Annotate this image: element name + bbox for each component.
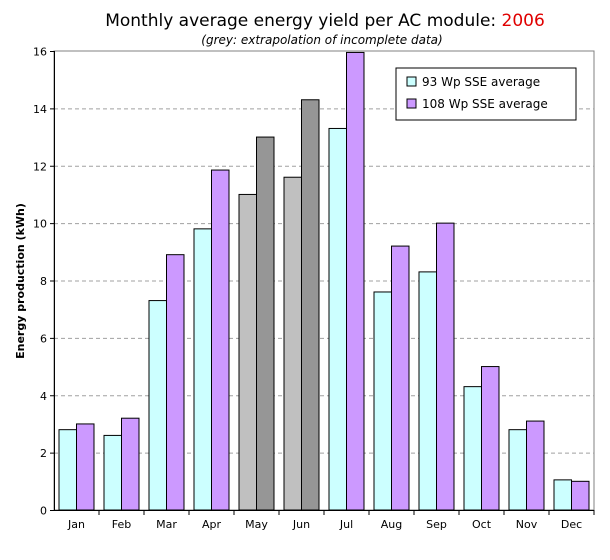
x-tick-label: Sep (426, 518, 447, 531)
chart-subtitle: (grey: extrapolation of incomplete data) (201, 33, 442, 47)
x-tick-label: Apr (202, 518, 222, 531)
y-tick-label: 14 (33, 103, 47, 116)
plot-area: 0 2 4 6 8 10 12 14 16 Jan Feb Mar Apr May Jun Jul Aug Sep… (33, 46, 595, 531)
bar-sep-series-1 (418, 271, 437, 511)
bar-nov-series-1 (508, 429, 527, 511)
bar-may-series-1 (238, 193, 257, 511)
x-tick-label: Nov (516, 518, 538, 531)
bar-feb-series-2 (121, 417, 140, 511)
x-tick-label: Oct (472, 518, 492, 531)
legend-box (395, 67, 577, 121)
bar-jul-series-2 (346, 51, 365, 511)
y-axis-label: Energy production (kWh) (14, 203, 27, 359)
y-tick-label: 12 (33, 160, 47, 173)
bar-feb-series-1 (103, 434, 122, 511)
y-tick-label: 8 (40, 275, 47, 288)
bar-apr-series-2 (211, 169, 230, 511)
legend: 93 Wp SSE average 108 Wp SSE average (395, 67, 577, 121)
bar-dec-series-1 (553, 479, 572, 511)
x-tick-label: Mar (156, 518, 177, 531)
x-tick-label: Jun (292, 518, 310, 531)
y-tick-label: 2 (40, 447, 47, 460)
bar-apr-series-1 (193, 228, 212, 511)
legend-swatch-2 (406, 98, 417, 109)
bar-oct-series-1 (463, 386, 482, 511)
y-tick-label: 16 (33, 46, 47, 59)
legend-label-2: 108 Wp SSE average (422, 97, 548, 111)
bar-oct-series-2 (481, 366, 500, 511)
bar-jan-series-2 (76, 423, 95, 511)
chart-title: Monthly average energy yield per AC modu… (105, 11, 545, 31)
bar-may-series-2 (256, 136, 275, 511)
y-tick-label: 10 (33, 218, 47, 231)
bar-sep-series-2 (436, 222, 455, 511)
x-tick-label: Aug (381, 518, 402, 531)
x-tick-label: Dec (561, 518, 582, 531)
bar-nov-series-2 (526, 420, 545, 511)
x-tick-label: Jan (67, 518, 85, 531)
bar-jul-series-1 (328, 127, 347, 511)
bar-dec-series-2 (571, 480, 590, 511)
x-tick-label: Feb (112, 518, 131, 531)
bar-jun-series-1 (283, 176, 302, 511)
bar-mar-series-1 (148, 300, 167, 511)
y-tick-label: 4 (40, 390, 47, 403)
bar-jun-series-2 (301, 99, 320, 511)
legend-label-1: 93 Wp SSE average (422, 75, 540, 89)
x-tick-label: Jul (339, 518, 353, 531)
bar-aug-series-1 (373, 291, 392, 511)
y-tick-label: 6 (40, 332, 47, 345)
y-tick-label: 0 (40, 505, 47, 518)
x-tick-label: May (245, 518, 268, 531)
bar-jan-series-1 (58, 429, 77, 511)
bar-mar-series-2 (166, 254, 185, 511)
legend-swatch-1 (406, 76, 417, 87)
bar-aug-series-2 (391, 245, 410, 511)
